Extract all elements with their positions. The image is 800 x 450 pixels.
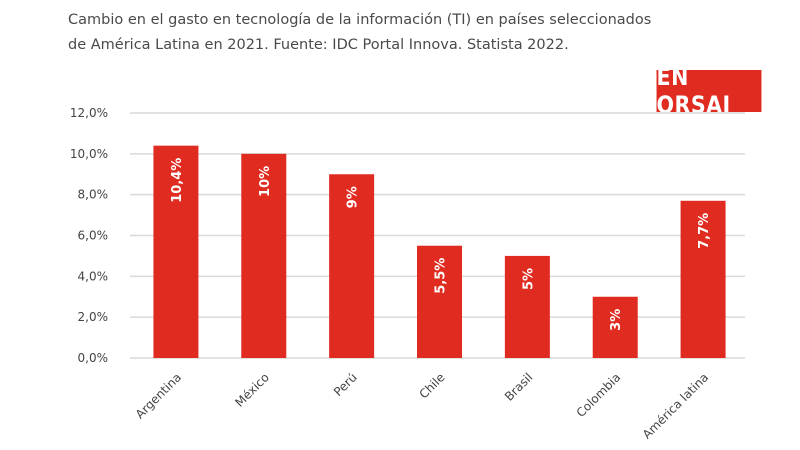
- bar: [592, 296, 638, 358]
- x-tick-label: Brasil: [502, 370, 536, 404]
- bar: [241, 153, 287, 358]
- data-label: 10,4%: [170, 158, 185, 203]
- x-tick-label: Argentina: [133, 370, 184, 421]
- y-tick-label: 10,0%: [70, 147, 108, 161]
- data-label: 7,7%: [697, 213, 712, 249]
- y-tick-label: 12,0%: [70, 106, 108, 120]
- x-tick-label: Chile: [416, 370, 447, 401]
- x-tick-label: América latina: [640, 370, 711, 441]
- chart-title-line-2: de América Latina en 2021. Fuente: IDC P…: [68, 37, 569, 53]
- bars: [153, 145, 726, 358]
- chart-title: Cambio en el gasto en tecnología de la i…: [68, 8, 708, 58]
- x-tick-label: Colombia: [574, 370, 624, 420]
- bar: [329, 174, 375, 358]
- y-tick-label: 2,0%: [78, 310, 109, 324]
- data-label: 10%: [258, 166, 273, 197]
- x-axis-labels: Argentina México Perú Chile Brasil Colombia Am…: [133, 370, 711, 441]
- data-labels: 10,4% 10% 9% 5,5% 5% 3% 7,7%: [170, 158, 712, 331]
- data-label: 9%: [346, 186, 361, 208]
- bar: [504, 255, 550, 358]
- data-label: 5%: [521, 268, 536, 290]
- y-tick-label: 6,0%: [78, 229, 109, 243]
- bar: [153, 145, 199, 358]
- y-tick-label: 0,0%: [78, 351, 109, 365]
- x-tick-label: México: [232, 370, 272, 410]
- x-tick-label: Perú: [331, 370, 360, 399]
- data-label: 5,5%: [434, 258, 449, 294]
- y-tick-label: 4,0%: [78, 269, 109, 283]
- chart-title-line-1: Cambio en el gasto en tecnología de la i…: [68, 12, 652, 28]
- bar: [680, 200, 726, 358]
- y-axis-ticks: 0,0% 2,0% 4,0% 6,0% 8,0% 10,0% 12,0%: [70, 106, 108, 365]
- data-label: 3%: [609, 309, 624, 331]
- y-tick-label: 8,0%: [78, 188, 109, 202]
- bar: [417, 245, 462, 358]
